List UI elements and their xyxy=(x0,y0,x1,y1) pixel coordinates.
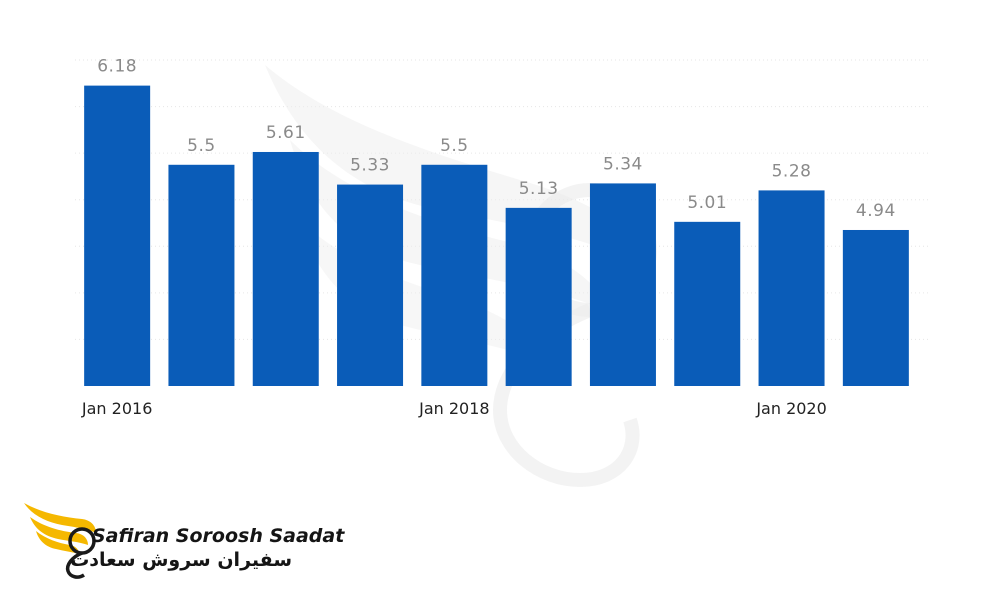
bar xyxy=(84,85,151,386)
data-label: 4.94 xyxy=(856,201,896,221)
x-tick-label: Jan 2018 xyxy=(418,399,489,418)
data-label: 5.61 xyxy=(266,123,306,143)
logo-text-english: Safiran Soroosh Saadat xyxy=(92,525,345,547)
bar xyxy=(589,183,656,386)
bar xyxy=(252,151,319,386)
data-label: 5.01 xyxy=(687,193,727,213)
bar xyxy=(842,229,909,386)
bars xyxy=(84,85,909,386)
x-tick-label: Jan 2020 xyxy=(755,399,826,418)
value-labels: 6.18 5.5 5.61 5.33 5.5 5.13 5.34 5.01 5.28 4.94 xyxy=(97,57,896,221)
data-label: 5.33 xyxy=(350,156,390,176)
data-label: 5.28 xyxy=(772,161,812,181)
bar xyxy=(505,207,572,386)
data-label: 5.5 xyxy=(440,136,469,156)
data-label: 6.18 xyxy=(97,57,137,77)
bar xyxy=(758,190,825,386)
x-axis-tick-labels: Jan 2016 Jan 2018 Jan 2020 xyxy=(81,399,827,418)
data-label: 5.34 xyxy=(603,154,643,174)
bar xyxy=(421,164,488,386)
data-label: 5.5 xyxy=(187,136,216,156)
data-label: 5.13 xyxy=(519,179,559,199)
bar xyxy=(337,184,404,386)
company-logo: Safiran Soroosh Saadat سفیران سروش سعادت xyxy=(22,495,344,585)
bar xyxy=(674,221,741,386)
logo-text-persian: سفیران سروش سعادت xyxy=(70,549,292,571)
wing-swirl-logo-icon xyxy=(24,503,96,579)
x-tick-label: Jan 2016 xyxy=(81,399,152,418)
bar xyxy=(168,164,235,386)
